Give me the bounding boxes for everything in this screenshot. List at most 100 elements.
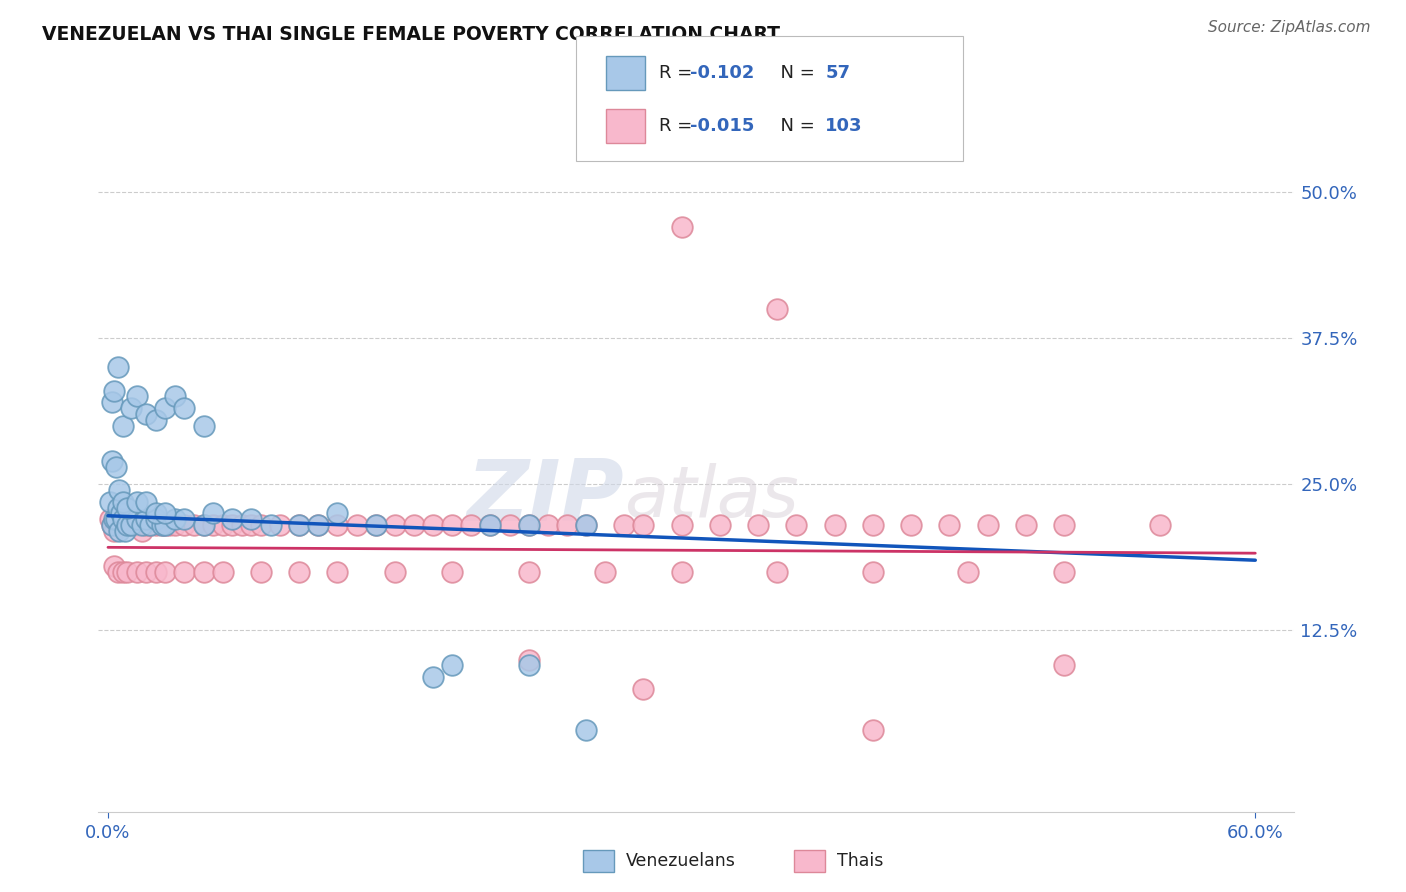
Text: VENEZUELAN VS THAI SINGLE FEMALE POVERTY CORRELATION CHART: VENEZUELAN VS THAI SINGLE FEMALE POVERTY… [42, 25, 780, 44]
Text: R =: R = [659, 117, 699, 135]
Point [101, 454, 124, 468]
Point [155, 401, 177, 416]
Point [108, 524, 131, 538]
Point [231, 518, 253, 533]
Point [211, 565, 233, 579]
Point [240, 512, 263, 526]
Point [709, 518, 731, 533]
Point [139, 518, 162, 533]
Point [384, 565, 406, 579]
Point [101, 518, 124, 533]
Point [145, 518, 167, 533]
Point [135, 512, 157, 526]
Point [103, 512, 125, 526]
Point [157, 518, 180, 533]
Point [593, 565, 616, 579]
Point [112, 494, 135, 508]
Point [104, 459, 127, 474]
Text: ZIP: ZIP [467, 456, 624, 540]
Point [575, 723, 598, 737]
Point [221, 512, 243, 526]
Point [103, 384, 125, 398]
Point [107, 360, 129, 375]
Point [422, 518, 444, 533]
Point [307, 518, 329, 533]
Point [1053, 658, 1076, 673]
Point [98, 494, 121, 508]
Point [422, 670, 444, 684]
Point [938, 518, 960, 533]
Point [766, 565, 789, 579]
Point [250, 565, 273, 579]
Point [957, 565, 980, 579]
Point [108, 518, 131, 533]
Point [824, 518, 846, 533]
Point [112, 565, 135, 579]
Point [517, 653, 540, 667]
Text: atlas: atlas [624, 463, 799, 533]
Point [269, 518, 291, 533]
Point [107, 518, 129, 533]
Point [120, 401, 142, 416]
Point [479, 518, 502, 533]
Point [221, 518, 243, 533]
Point [115, 565, 138, 579]
Point [633, 681, 655, 696]
Point [479, 518, 502, 533]
Point [517, 518, 540, 533]
Point [163, 518, 186, 533]
Point [575, 518, 598, 533]
Point [150, 518, 173, 533]
Point [671, 565, 693, 579]
Point [498, 518, 520, 533]
Point [155, 518, 177, 533]
Point [364, 518, 387, 533]
Point [101, 395, 124, 409]
Point [613, 518, 636, 533]
Point [139, 518, 162, 533]
Point [173, 518, 195, 533]
Point [155, 507, 177, 521]
Point [112, 512, 135, 526]
Point [131, 524, 153, 538]
Point [107, 565, 129, 579]
Point [517, 518, 540, 533]
Point [103, 559, 125, 574]
Point [193, 418, 215, 433]
Point [135, 565, 157, 579]
Point [114, 524, 136, 538]
Point [402, 518, 425, 533]
Point [150, 518, 173, 533]
Point [115, 518, 138, 533]
Point [1149, 518, 1171, 533]
Point [155, 518, 177, 533]
Point [163, 389, 186, 403]
Point [145, 565, 167, 579]
Point [135, 494, 157, 508]
Point [537, 518, 560, 533]
Point [193, 518, 215, 533]
Point [1015, 518, 1038, 533]
Point [120, 518, 142, 533]
Point [173, 565, 195, 579]
Point [326, 507, 349, 521]
Text: Source: ZipAtlas.com: Source: ZipAtlas.com [1208, 20, 1371, 35]
Point [125, 565, 148, 579]
Point [145, 413, 167, 427]
Point [346, 518, 368, 533]
Point [125, 494, 148, 508]
Point [633, 518, 655, 533]
Point [135, 518, 157, 533]
Point [202, 518, 225, 533]
Point [671, 518, 693, 533]
Text: Venezuelans: Venezuelans [626, 852, 735, 871]
Point [131, 518, 153, 533]
Point [240, 518, 263, 533]
Point [211, 518, 233, 533]
Point [103, 524, 125, 538]
Point [108, 483, 131, 497]
Point [173, 401, 195, 416]
Point [110, 507, 132, 521]
Point [460, 518, 482, 533]
Point [575, 518, 598, 533]
